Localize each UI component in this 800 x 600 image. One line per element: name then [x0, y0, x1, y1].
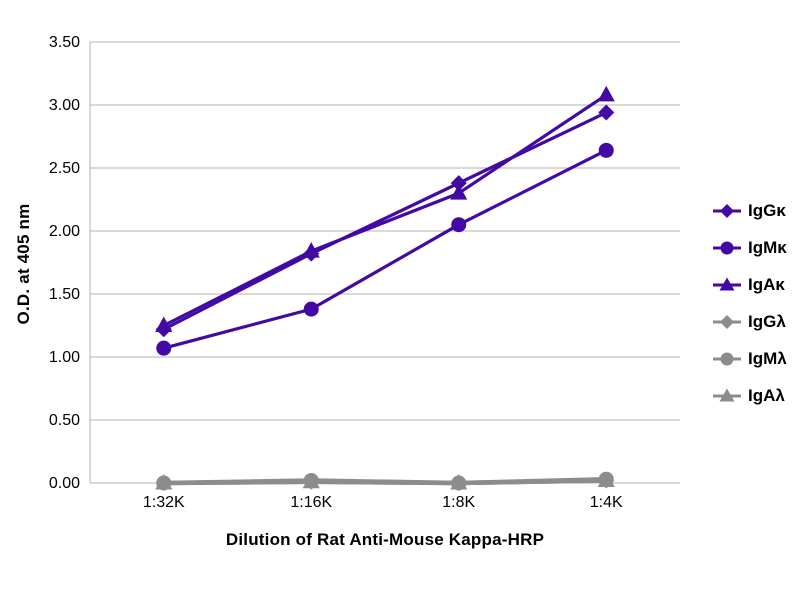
- circle-marker-icon: [156, 340, 172, 356]
- diamond-legend-marker-icon: [713, 203, 741, 218]
- diamond-legend-marker-icon: [713, 314, 741, 329]
- triangle-marker-icon: [450, 184, 468, 200]
- legend-item: IgMλ: [712, 340, 798, 377]
- y-axis-title: O.D. at 405 nm: [14, 203, 33, 325]
- legend-item: IgAκ: [712, 266, 798, 303]
- y-tick-label: 3.50: [49, 34, 80, 51]
- y-tick-label: 2.50: [49, 160, 80, 177]
- x-tick-label: 1:32K: [143, 494, 185, 511]
- diamond-marker-icon: [720, 314, 734, 329]
- triangle-marker-icon: [597, 85, 615, 102]
- triangle-marker-icon: [155, 316, 173, 332]
- legend-label: IgMκ: [748, 237, 787, 257]
- triangle-legend-marker-icon: [713, 277, 741, 290]
- y-tick-label: 1.50: [49, 286, 80, 303]
- triangle-marker-icon: [597, 471, 615, 487]
- legend-item: IgMκ: [712, 229, 798, 266]
- legend-item: IgGλ: [712, 303, 798, 340]
- triangle-marker-icon: [450, 474, 468, 490]
- series-line: [162, 148, 608, 350]
- y-tick-label: 2.00: [49, 223, 80, 240]
- circle-marker-icon: [720, 241, 734, 254]
- x-tick-label: 1:4K: [590, 494, 623, 511]
- triangle-marker-icon: [719, 277, 735, 290]
- x-tick-label: 1:8K: [442, 494, 475, 511]
- y-tick-label: 3.00: [49, 97, 80, 114]
- circle-legend-marker-icon: [713, 241, 741, 254]
- triangle-marker-icon: [302, 242, 320, 258]
- diamond-marker-icon: [598, 104, 615, 121]
- y-tick-label: 1.00: [49, 349, 80, 366]
- legend-label: IgAκ: [748, 274, 785, 294]
- legend-item: IgAλ: [712, 377, 798, 414]
- circle-marker-icon: [598, 142, 614, 158]
- legend-label: IgGκ: [748, 200, 786, 220]
- legend-label: IgGλ: [748, 311, 786, 331]
- circle-marker-icon: [303, 301, 319, 317]
- circle-legend-marker-icon: [713, 352, 741, 365]
- y-tick-label: 0.50: [49, 412, 80, 429]
- triangle-marker-icon: [155, 474, 173, 490]
- triangle-legend-marker-icon: [713, 388, 741, 401]
- diamond-marker-icon: [450, 175, 467, 192]
- legend: IgGκ IgMκ IgAκ IgGλ IgMλ IgAλ: [712, 192, 798, 414]
- triangle-marker-icon: [302, 472, 320, 489]
- legend-label: IgAλ: [748, 385, 785, 405]
- legend-item: IgGκ: [712, 192, 798, 229]
- triangle-marker-icon: [719, 388, 735, 401]
- diamond-marker-icon: [720, 203, 734, 218]
- series-line: [162, 110, 608, 331]
- series-line: [162, 93, 608, 328]
- series-line: [161, 478, 609, 486]
- y-tick-label: 0.00: [49, 475, 80, 492]
- legend-label: IgMλ: [748, 348, 787, 368]
- x-axis-title: Dilution of Rat Anti-Mouse Kappa-HRP: [225, 530, 545, 549]
- circle-marker-icon: [451, 217, 467, 233]
- circle-marker-icon: [720, 352, 734, 365]
- x-tick-label: 1:16K: [290, 494, 332, 511]
